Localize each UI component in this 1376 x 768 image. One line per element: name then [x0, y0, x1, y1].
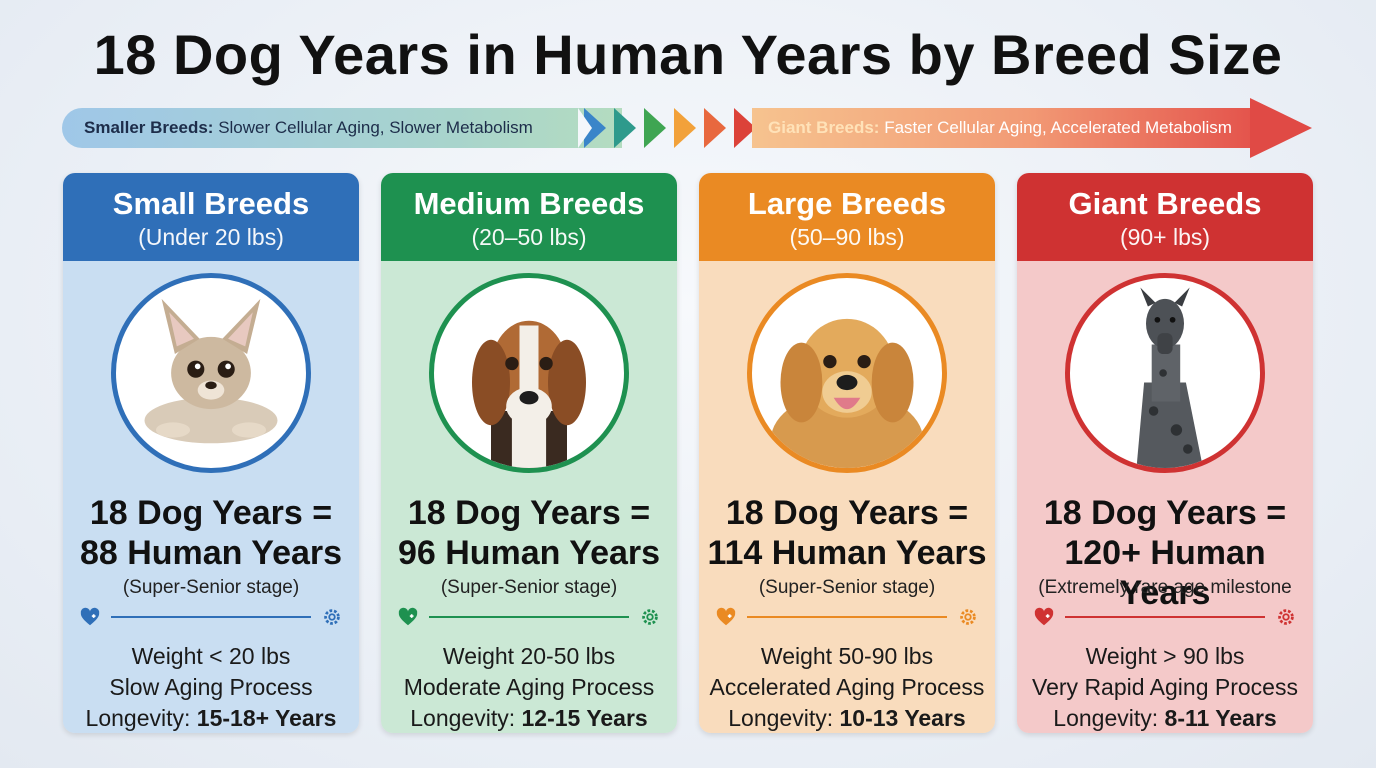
longevity-fact: Longevity: 8-11 Years: [1017, 703, 1313, 733]
aging-fact: Very Rapid Aging Process: [1032, 674, 1298, 700]
breed-facts: Weight < 20 lbs Slow Aging Process Longe…: [63, 641, 359, 733]
weight-fact: Weight < 20 lbs: [131, 643, 291, 669]
longevity-fact: Longevity: 10-13 Years: [699, 703, 995, 733]
breed-facts: Weight > 90 lbs Very Rapid Aging Process…: [1017, 641, 1313, 733]
divider-line: [1065, 616, 1265, 618]
chevron-icons: [578, 108, 764, 148]
result-line-2: 96 Human Years: [397, 534, 661, 572]
weight-fact: Weight 20-50 lbs: [442, 643, 616, 669]
life-stage-label: (Extremely rare age milestone: [1038, 577, 1292, 598]
longevity-value: 12-15 Years: [521, 705, 648, 731]
gear-icon: [1278, 609, 1294, 625]
human-years-result: 18 Dog Years = 120+ Human Years: [1017, 493, 1313, 613]
result-line-2: 114 Human Years: [707, 534, 987, 572]
progression-left-label: Smaller Breeds:: [84, 118, 214, 137]
progression-right-text: Giant Breeds: Faster Cellular Aging, Acc…: [768, 118, 1232, 138]
weight-fact: Weight > 90 lbs: [1085, 643, 1245, 669]
card-body: 18 Dog Years = 88 Human Years (Super-Sen…: [63, 261, 359, 733]
breed-weight-range: (90+ lbs): [1119, 224, 1211, 250]
longevity-label: Longevity:: [728, 705, 834, 731]
card-body: 18 Dog Years = 114 Human Years (Super-Se…: [699, 261, 995, 733]
life-stage-label: (Super-Senior stage): [758, 577, 936, 598]
weight-fact: Weight 50-90 lbs: [760, 643, 934, 669]
heart-health-icon: [1034, 607, 1054, 626]
card-header: Medium Breeds (20–50 lbs): [381, 173, 677, 261]
longevity-label: Longevity:: [1053, 705, 1159, 731]
divider-row: [397, 605, 661, 629]
longevity-value: 8-11 Years: [1164, 705, 1277, 731]
aging-fact: Accelerated Aging Process: [709, 674, 985, 700]
longevity-label: Longevity:: [85, 705, 191, 731]
breed-facts: Weight 20-50 lbs Moderate Aging Process …: [381, 641, 677, 733]
breed-size-name: Medium Breeds: [413, 186, 645, 221]
great-dane-icon: [1065, 273, 1265, 473]
result-line-1: 18 Dog Years =: [89, 494, 333, 532]
beagle-icon: [429, 273, 629, 473]
arrow-right-segment: [752, 108, 1252, 148]
card-header: Small Breeds (Under 20 lbs): [63, 173, 359, 261]
human-years-result: 18 Dog Years = 96 Human Years: [381, 493, 677, 573]
breed-size-name: Giant Breeds: [1068, 186, 1262, 221]
heart-health-icon: [716, 607, 736, 626]
large-breeds-card: Large Breeds (50–90 lbs) 18 Dog Years = …: [699, 173, 995, 733]
result-line-2: 88 Human Years: [79, 534, 343, 572]
progression-left-text: Smaller Breeds: Slower Cellular Aging, S…: [84, 118, 533, 138]
result-line-1: 18 Dog Years =: [1043, 494, 1287, 532]
longevity-value: 15-18+ Years: [196, 705, 337, 731]
life-stage-label: (Super-Senior stage): [122, 577, 300, 598]
aging-fact: Moderate Aging Process: [403, 674, 655, 700]
arrow-head-icon: [1250, 98, 1312, 158]
divider-row: [1033, 605, 1297, 629]
life-stage-label: (Super-Senior stage): [440, 577, 618, 598]
breed-facts: Weight 50-90 lbs Accelerated Aging Proce…: [699, 641, 995, 733]
gear-icon: [642, 609, 658, 625]
breed-size-name: Large Breeds: [747, 186, 947, 221]
longevity-label: Longevity:: [410, 705, 516, 731]
result-line-1: 18 Dog Years =: [407, 494, 651, 532]
card-body: 18 Dog Years = 96 Human Years (Super-Sen…: [381, 261, 677, 733]
divider-line: [111, 616, 311, 618]
small-breeds-card: Small Breeds (Under 20 lbs) 1: [63, 173, 359, 733]
medium-breeds-card: Medium Breeds (20–50 lbs) 18 Dog Years =…: [381, 173, 677, 733]
divider-row: [79, 605, 343, 629]
gear-icon: [960, 609, 976, 625]
divider-line: [429, 616, 629, 618]
progression-right-label: Giant Breeds:: [768, 118, 880, 137]
longevity-value: 10-13 Years: [839, 705, 966, 731]
divider-line: [747, 616, 947, 618]
giant-breeds-card: Giant Breeds (90+ lbs) 18 Dog Years = 12…: [1017, 173, 1313, 733]
aging-fact: Slow Aging Process: [109, 674, 313, 700]
longevity-fact: Longevity: 15-18+ Years: [63, 703, 359, 733]
breed-weight-range: (50–90 lbs): [789, 224, 905, 250]
heart-health-icon: [398, 607, 418, 626]
gear-icon: [324, 609, 340, 625]
golden-retriever-icon: [747, 273, 947, 473]
page-title: 18 Dog Years in Human Years by Breed Siz…: [93, 23, 1283, 86]
longevity-fact: Longevity: 12-15 Years: [381, 703, 677, 733]
aging-progression-arrow: Smaller Breeds: Slower Cellular Aging, S…: [62, 98, 1312, 158]
chihuahua-icon: [111, 273, 311, 473]
human-years-result: 18 Dog Years = 88 Human Years: [63, 493, 359, 573]
result-line-2: 120+ Human Years: [1064, 534, 1266, 612]
breed-weight-range: (20–50 lbs): [471, 224, 587, 250]
arrow-left-segment: [62, 108, 622, 148]
breed-weight-range: (Under 20 lbs): [138, 224, 284, 250]
card-header: Large Breeds (50–90 lbs): [699, 173, 995, 261]
card-body: 18 Dog Years = 120+ Human Years (Extreme…: [1017, 261, 1313, 733]
human-years-result: 18 Dog Years = 114 Human Years: [699, 493, 995, 573]
divider-row: [715, 605, 979, 629]
card-header: Giant Breeds (90+ lbs): [1017, 173, 1313, 261]
result-line-1: 18 Dog Years =: [725, 494, 969, 532]
progression-left-desc: Slower Cellular Aging, Slower Metabolism: [218, 118, 533, 137]
progression-right-desc: Faster Cellular Aging, Accelerated Metab…: [884, 118, 1232, 137]
breed-size-name: Small Breeds: [112, 186, 310, 221]
heart-health-icon: [80, 607, 100, 626]
